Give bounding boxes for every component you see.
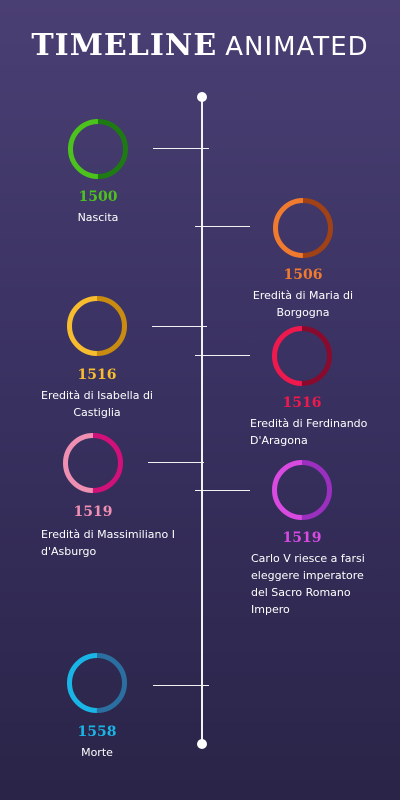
event-label: Morte xyxy=(81,746,113,759)
timeline-start-dot xyxy=(197,92,207,102)
event-label: Eredità di Massimiliano I d'Asburgo xyxy=(41,528,175,558)
event-year: 1516 xyxy=(77,367,117,383)
event-year: 1519 xyxy=(73,504,113,520)
event-year: 1516 xyxy=(282,395,322,411)
event-year: 1506 xyxy=(283,267,323,283)
ring-icon xyxy=(272,460,332,520)
event-label: Carlo V riesce a farsi eleggere imperato… xyxy=(251,552,365,616)
ring-event-5[interactable] xyxy=(62,432,124,494)
ring-right-half xyxy=(67,653,127,713)
event-year: 1519 xyxy=(282,530,322,546)
ring-event-7[interactable] xyxy=(66,652,128,714)
event-label: Eredità di Ferdinando D'Aragona xyxy=(250,417,368,447)
connector-event-5 xyxy=(148,462,204,463)
ring-event-6[interactable] xyxy=(271,459,333,521)
event-label: Eredità di Maria di Borgogna xyxy=(252,289,354,319)
ring-icon xyxy=(273,198,333,258)
event-label: Eredità di Isabella di Castiglia xyxy=(41,389,153,419)
title-bold: TIMELINE xyxy=(31,28,218,63)
event-label: Nascita xyxy=(77,211,119,224)
ring-right-half xyxy=(273,198,333,258)
ring-right-half xyxy=(272,460,332,520)
connector-event-1 xyxy=(153,148,209,149)
ring-right-half xyxy=(272,326,332,386)
event-year: 1558 xyxy=(77,724,117,740)
ring-icon xyxy=(67,296,127,356)
ring-right-half xyxy=(63,433,123,493)
ring-right-half xyxy=(67,296,127,356)
ring-right-half xyxy=(68,119,128,179)
ring-icon xyxy=(63,433,123,493)
ring-icon xyxy=(272,326,332,386)
connector-event-6 xyxy=(195,490,250,491)
event-year: 1500 xyxy=(78,189,118,205)
ring-event-3[interactable] xyxy=(66,295,128,357)
connector-event-7 xyxy=(153,685,209,686)
title-light: ANIMATED xyxy=(225,32,369,62)
connector-event-2 xyxy=(195,226,250,227)
page-title: TIMELINE ANIMATED xyxy=(0,28,400,63)
connector-event-3 xyxy=(152,326,207,327)
connector-event-4 xyxy=(195,355,250,356)
ring-icon xyxy=(68,119,128,179)
ring-event-1[interactable] xyxy=(67,118,129,180)
ring-event-2[interactable] xyxy=(272,197,334,259)
timeline-axis xyxy=(201,97,203,744)
ring-event-4[interactable] xyxy=(271,325,333,387)
ring-icon xyxy=(67,653,127,713)
timeline-end-dot xyxy=(197,739,207,749)
